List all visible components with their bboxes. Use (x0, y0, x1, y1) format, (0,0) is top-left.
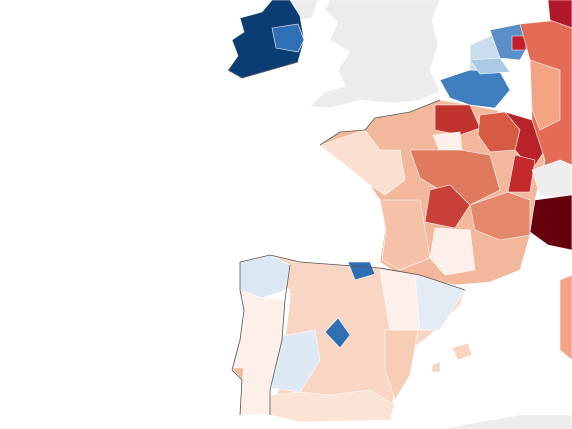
region (469, 57, 511, 75)
region (511, 35, 527, 51)
region (432, 131, 463, 153)
region (531, 159, 572, 201)
region (309, 0, 441, 109)
border (227, 61, 299, 79)
region (231, 367, 245, 381)
region (269, 389, 396, 423)
region (319, 129, 406, 196)
region (469, 191, 531, 241)
region (559, 274, 572, 361)
region (414, 274, 466, 331)
region (451, 342, 473, 361)
region (429, 227, 476, 276)
region (434, 104, 481, 136)
region (324, 317, 351, 349)
region (529, 59, 561, 131)
region (507, 154, 536, 193)
region (384, 329, 419, 401)
region (439, 69, 511, 109)
region (379, 199, 431, 271)
region (489, 23, 531, 61)
region (271, 23, 305, 53)
border (319, 99, 441, 146)
border (269, 264, 291, 415)
border (231, 262, 245, 416)
region (431, 361, 441, 373)
region (409, 149, 501, 206)
region (547, 0, 572, 29)
region (529, 194, 572, 251)
region (439, 414, 572, 429)
border (239, 254, 466, 291)
region (424, 184, 471, 229)
